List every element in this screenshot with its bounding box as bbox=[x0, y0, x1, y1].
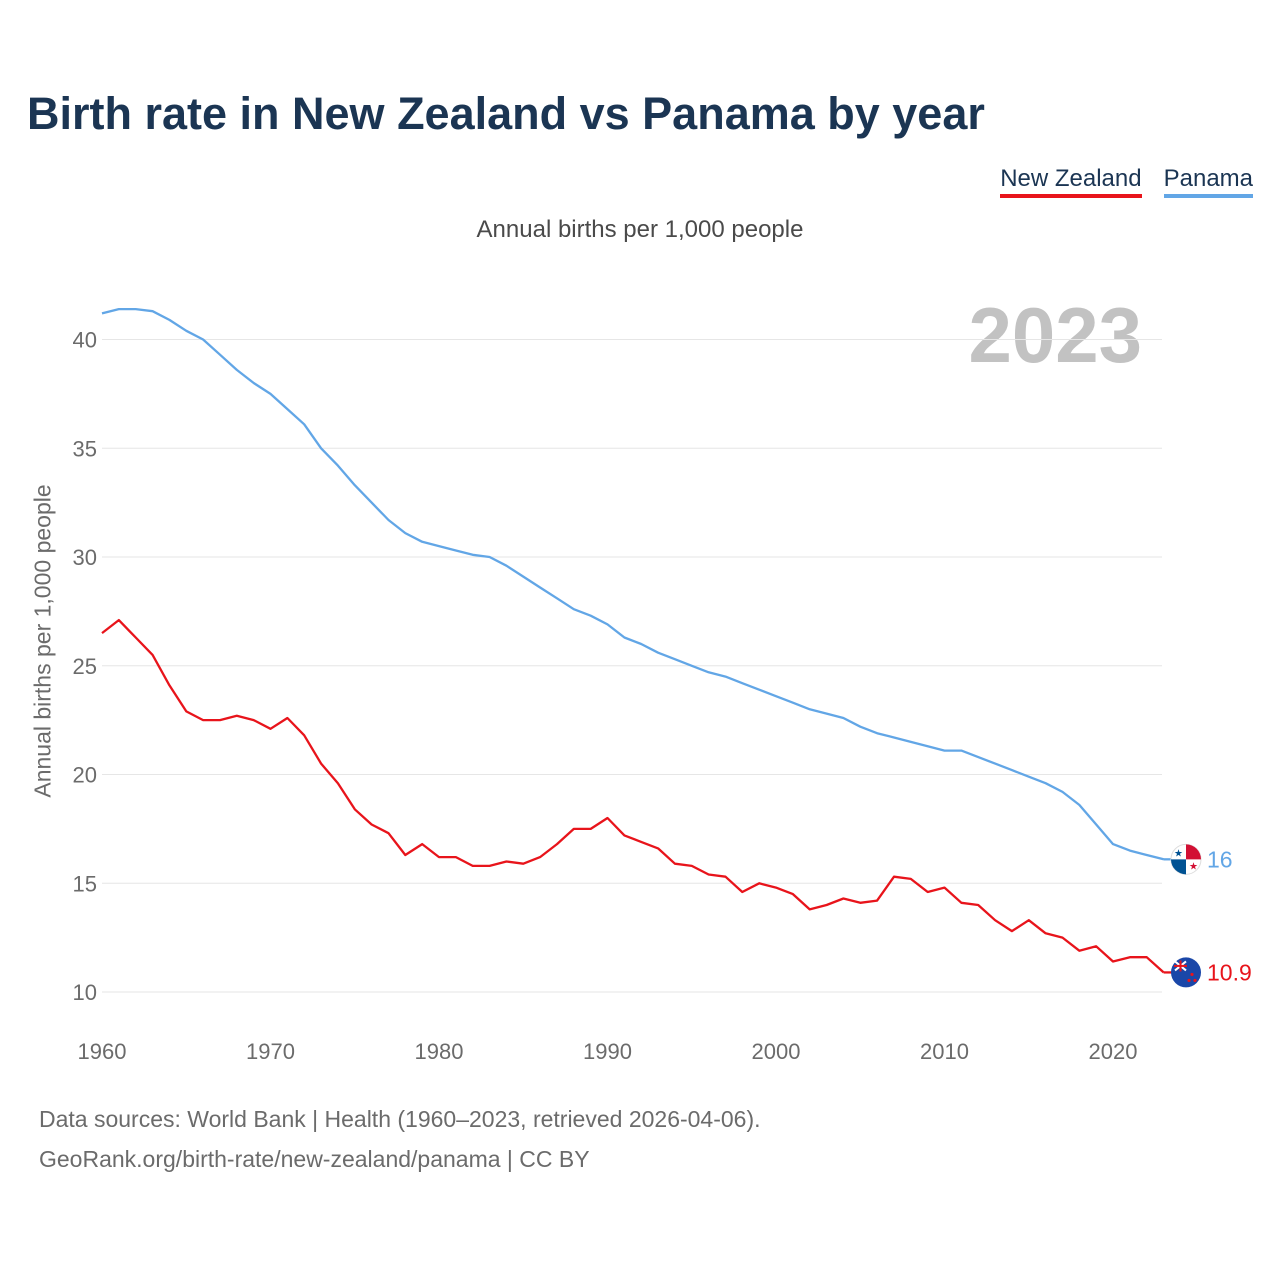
x-tick-label: 2010 bbox=[920, 1039, 969, 1064]
flag-quarter-blue bbox=[1171, 859, 1186, 875]
grid-lines bbox=[102, 339, 1162, 993]
y-tick-label: 35 bbox=[73, 436, 97, 461]
flag-star-red: ★ bbox=[1189, 861, 1198, 872]
series-line-panama bbox=[101, 307, 1164, 861]
series-end-markers: 10.9★★ 16 bbox=[1163, 843, 1252, 988]
x-tick-labels: 1960 1970 1980 1990 2000 2010 2020 bbox=[78, 1039, 1138, 1064]
flag-panama-icon: ★★ bbox=[1170, 843, 1202, 875]
y-tick-label: 20 bbox=[73, 763, 97, 788]
end-value-label-panama: 16 bbox=[1207, 846, 1233, 872]
series-lines bbox=[101, 307, 1165, 974]
legend-item-panama[interactable]: Panama bbox=[1163, 165, 1253, 198]
end-value-label-new-zealand: 10.9 bbox=[1207, 959, 1252, 985]
credit-link[interactable]: GeoRank.org/birth-rate/new-zealand/panam… bbox=[39, 1146, 590, 1172]
y-tick-labels: 10 15 20 25 30 35 40 bbox=[73, 328, 97, 1006]
y-tick-label: 15 bbox=[73, 871, 97, 896]
data-source-note: Data sources: World Bank | Health (1960–… bbox=[39, 1106, 761, 1132]
y-tick-label: 25 bbox=[73, 654, 97, 679]
y-tick-label: 10 bbox=[73, 980, 97, 1005]
chart-title: Birth rate in New Zealand vs Panama by y… bbox=[27, 88, 985, 139]
x-tick-label: 2020 bbox=[1089, 1039, 1138, 1064]
x-tick-label: 1990 bbox=[583, 1039, 632, 1064]
y-tick-label: 30 bbox=[73, 545, 97, 570]
x-tick-label: 1980 bbox=[415, 1039, 464, 1064]
year-badge: 2023 bbox=[968, 291, 1142, 379]
flag-star-blue: ★ bbox=[1174, 848, 1183, 859]
flag-star-1 bbox=[1190, 972, 1194, 977]
series-line-new-zealand bbox=[101, 618, 1165, 974]
flag-star-2 bbox=[1187, 978, 1191, 983]
legend: New Zealand Panama bbox=[1000, 165, 1253, 198]
flag-quarter-red bbox=[1186, 844, 1201, 860]
x-tick-label: 1960 bbox=[78, 1039, 127, 1064]
flag-star-3 bbox=[1193, 978, 1197, 983]
chart-subtitle: Annual births per 1,000 people bbox=[476, 216, 804, 243]
y-tick-label: 40 bbox=[73, 328, 97, 353]
x-tick-label: 2000 bbox=[752, 1039, 801, 1064]
legend-item-new-zealand[interactable]: New Zealand bbox=[1000, 165, 1142, 198]
x-tick-label: 1970 bbox=[246, 1039, 295, 1064]
flag-new-zealand-icon bbox=[1171, 957, 1201, 988]
